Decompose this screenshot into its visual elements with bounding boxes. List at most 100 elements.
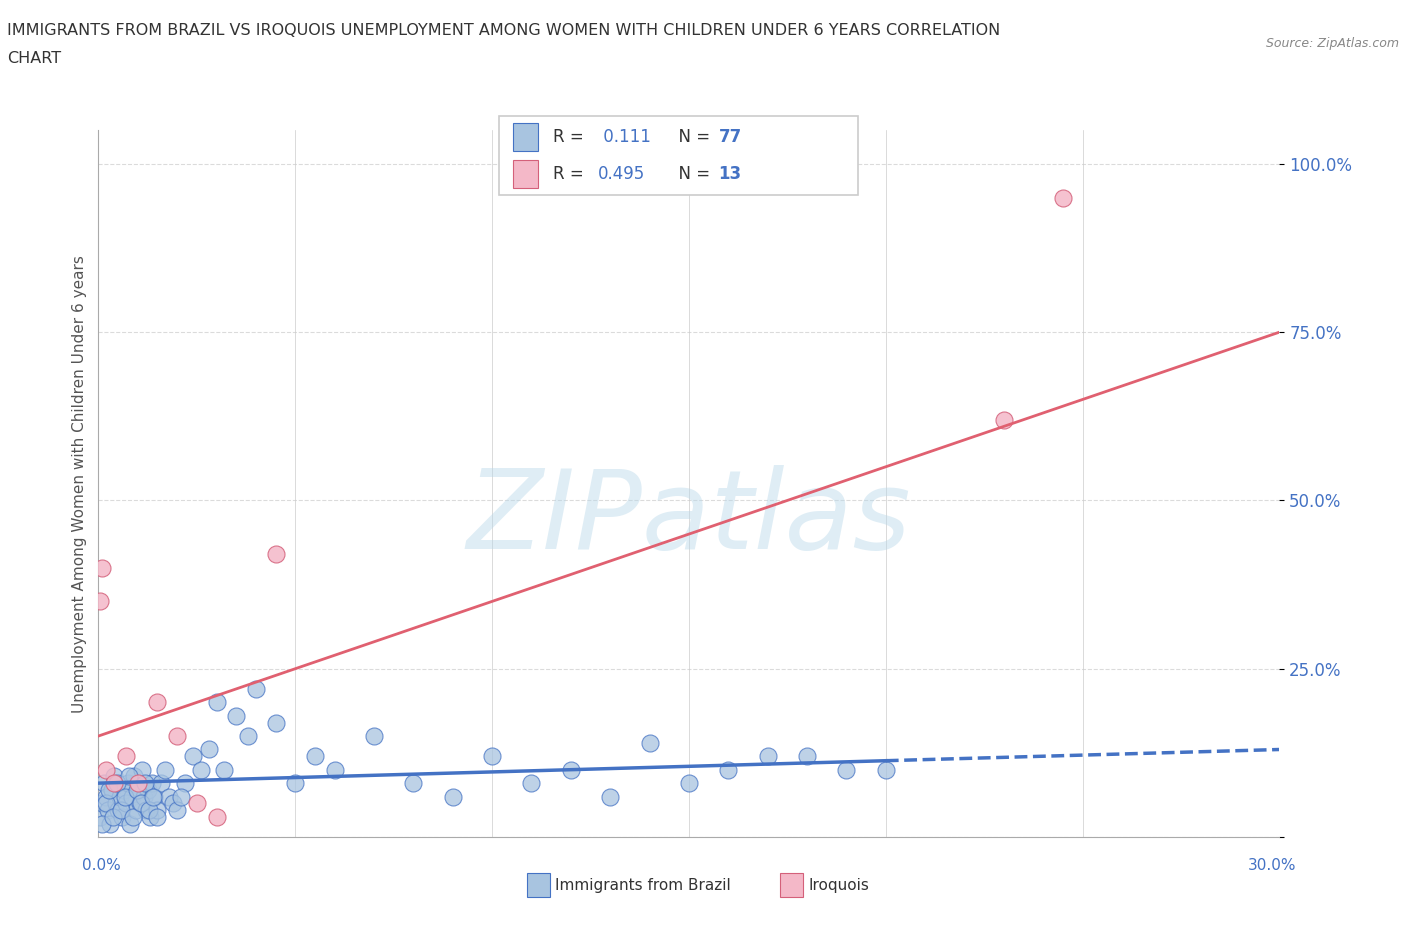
Point <box>181 749 204 764</box>
Point <box>162 796 184 811</box>
Text: R =: R = <box>553 165 589 183</box>
Point <box>110 803 132 817</box>
Point <box>197 742 219 757</box>
Point <box>236 728 259 743</box>
Text: IMMIGRANTS FROM BRAZIL VS IROQUOIS UNEMPLOYMENT AMONG WOMEN WITH CHILDREN UNDER : IMMIGRANTS FROM BRAZIL VS IROQUOIS UNEMP… <box>7 23 1000 38</box>
Point <box>323 763 346 777</box>
Point <box>245 682 267 697</box>
Point <box>90 817 112 831</box>
Point <box>560 763 582 777</box>
Point <box>122 769 145 784</box>
Text: Iroquois: Iroquois <box>808 878 869 893</box>
Point <box>121 790 143 804</box>
Point <box>186 796 208 811</box>
Point <box>150 776 173 790</box>
Point <box>94 796 117 811</box>
Point <box>205 809 228 824</box>
Point <box>125 803 148 817</box>
Point <box>796 749 818 764</box>
Point <box>91 560 114 575</box>
Point <box>993 412 1015 427</box>
Point <box>155 763 177 777</box>
Point <box>678 776 700 790</box>
Text: 0.0%: 0.0% <box>82 857 121 872</box>
Point <box>93 776 115 790</box>
Point <box>98 817 121 831</box>
Text: CHART: CHART <box>7 51 60 66</box>
Point <box>145 809 167 824</box>
Point <box>122 809 145 824</box>
Point <box>114 790 136 804</box>
Point <box>205 695 228 710</box>
Text: Source: ZipAtlas.com: Source: ZipAtlas.com <box>1265 37 1399 50</box>
Point <box>835 763 858 777</box>
Point <box>136 782 159 797</box>
Text: Immigrants from Brazil: Immigrants from Brazil <box>555 878 731 893</box>
Point <box>103 776 125 790</box>
Text: 0.111: 0.111 <box>598 127 651 146</box>
Text: 0.495: 0.495 <box>598 165 645 183</box>
Point <box>108 790 131 804</box>
Point <box>138 809 160 824</box>
Text: N =: N = <box>668 165 716 183</box>
Point <box>756 749 779 764</box>
Point <box>129 796 152 811</box>
Point <box>117 776 139 790</box>
Point <box>214 763 236 777</box>
Y-axis label: Unemployment Among Women with Children Under 6 years: Unemployment Among Women with Children U… <box>72 255 87 712</box>
Point <box>402 776 425 790</box>
Point <box>98 782 121 797</box>
Point <box>91 796 114 811</box>
Point <box>89 809 111 824</box>
Text: ZIPatlas: ZIPatlas <box>467 465 911 573</box>
Point <box>111 809 134 824</box>
Point <box>638 736 661 751</box>
Point <box>118 817 141 831</box>
Point <box>146 803 169 817</box>
Point <box>118 769 141 784</box>
Point <box>146 695 169 710</box>
Point <box>97 803 120 817</box>
Point <box>717 763 740 777</box>
Point <box>127 776 149 790</box>
Point <box>96 763 118 777</box>
Point <box>138 803 160 817</box>
Point <box>101 782 124 797</box>
Point <box>174 776 197 790</box>
Point <box>284 776 307 790</box>
Point <box>166 803 188 817</box>
Point <box>128 796 150 811</box>
Point <box>599 790 621 804</box>
Point <box>103 769 125 784</box>
Point <box>441 790 464 804</box>
Text: R =: R = <box>553 127 589 146</box>
Point <box>132 790 155 804</box>
Text: 77: 77 <box>718 127 742 146</box>
Point <box>304 749 326 764</box>
Point <box>127 782 149 797</box>
Point <box>107 803 129 817</box>
Point <box>520 776 543 790</box>
Point <box>157 790 180 804</box>
Point <box>135 803 157 817</box>
Point <box>1052 190 1074 205</box>
Point <box>166 728 188 743</box>
Point <box>103 809 125 824</box>
Point <box>142 790 165 804</box>
Point <box>134 776 156 790</box>
Point <box>141 776 163 790</box>
Point <box>96 790 118 804</box>
Point <box>131 763 153 777</box>
Point <box>115 749 138 764</box>
Text: 13: 13 <box>718 165 741 183</box>
Point <box>875 763 897 777</box>
Point <box>89 594 111 609</box>
Point <box>105 796 128 811</box>
Point <box>190 763 212 777</box>
Text: 30.0%: 30.0% <box>1249 857 1296 872</box>
Point <box>115 796 138 811</box>
Point <box>112 782 135 797</box>
Point <box>105 776 128 790</box>
Point <box>225 709 247 724</box>
Point <box>264 547 287 562</box>
